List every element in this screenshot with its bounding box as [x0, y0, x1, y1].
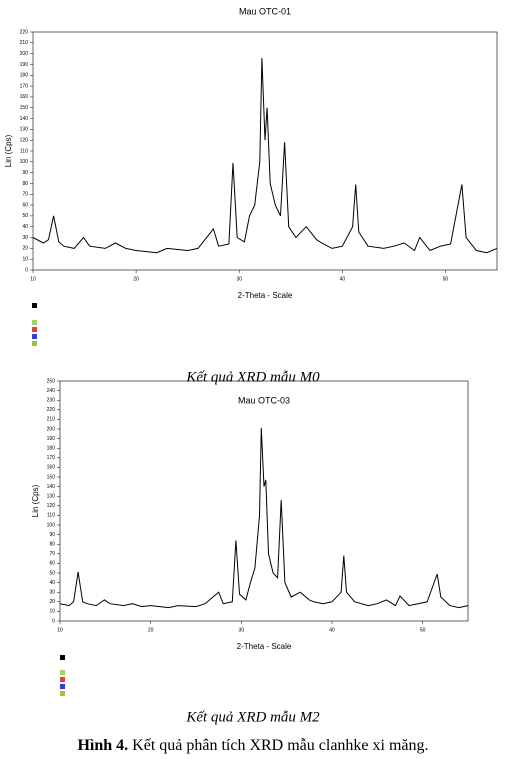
y-tick-label: 140 — [20, 116, 29, 122]
y-tick-label: 50 — [49, 570, 55, 576]
y-axis-title: Lin (Cps) — [31, 484, 40, 517]
x-tick-label: 10 — [30, 276, 36, 282]
x-tick-label: 50 — [420, 627, 426, 633]
y-axis-title: Lin (Cps) — [4, 134, 13, 167]
y-tick-label: 120 — [47, 503, 56, 509]
y-tick-label: 220 — [47, 407, 56, 413]
chart-title: Mau OTC-01 — [239, 6, 291, 16]
y-tick-label: 30 — [49, 590, 55, 596]
figure-caption: Hình 4. Kết quả phân tích XRD mẫu clanhk… — [77, 737, 428, 754]
diffraction-line — [32, 57, 498, 254]
y-tick-label: 200 — [20, 51, 29, 57]
caption: Kết quả XRD mẫu M2 — [185, 709, 320, 725]
figure-text: Kết quả phân tích XRD mẫu clanhke xi măn… — [132, 737, 428, 754]
x-tick-label: 20 — [133, 276, 139, 282]
y-tick-label: 70 — [49, 551, 55, 557]
plot-frame — [32, 31, 498, 271]
x-tick-label: 10 — [57, 627, 63, 633]
y-tick-label: 130 — [20, 127, 29, 133]
chart-title: Mau OTC-03 — [238, 395, 290, 405]
y-tick-label: 10 — [22, 257, 28, 263]
x-axis-title: 2-Theta - Scale — [238, 291, 293, 300]
y-tick-label: 30 — [22, 235, 28, 241]
x-tick-label: 40 — [329, 627, 335, 633]
y-tick-label: 80 — [49, 542, 55, 548]
y-tick-label: 50 — [22, 213, 28, 219]
plot-frame — [59, 380, 469, 622]
y-tick-label: 150 — [47, 474, 56, 480]
y-tick-label: 240 — [47, 388, 56, 394]
y-tick-label: 190 — [20, 62, 29, 68]
legend-boxes — [32, 303, 65, 696]
y-tick-label: 90 — [49, 532, 55, 538]
x-axis-title: 2-Theta - Scale — [237, 642, 292, 651]
y-tick-label: 0 — [52, 618, 55, 624]
y-tick-label: 220 — [20, 29, 29, 35]
y-tick-label: 90 — [22, 170, 28, 176]
y-tick-label: 180 — [47, 446, 56, 452]
y-tick-label: 20 — [22, 246, 28, 252]
x-tick-label: 20 — [148, 627, 154, 633]
y-tick-label: 60 — [22, 202, 28, 208]
y-tick-label: 120 — [20, 138, 29, 144]
y-tick-label: 230 — [47, 398, 56, 404]
y-tick-label: 130 — [47, 494, 56, 500]
y-tick-label: 80 — [22, 181, 28, 187]
y-tick-label: 170 — [20, 83, 29, 89]
caption: Kết quả XRD mẫu M0 — [185, 369, 320, 385]
y-tick-label: 180 — [20, 73, 29, 79]
x-tick-label: 50 — [443, 276, 449, 282]
y-tick-label: 70 — [22, 192, 28, 198]
y-tick-label: 160 — [20, 94, 29, 100]
y-tick-label: 140 — [47, 484, 56, 490]
y-tick-label: 200 — [47, 426, 56, 432]
y-tick-label: 100 — [47, 522, 56, 528]
x-tick-label: 30 — [239, 627, 245, 633]
y-tick-label: 100 — [20, 159, 29, 165]
y-tick-label: 190 — [47, 436, 56, 442]
y-tick-label: 160 — [47, 465, 56, 471]
figure-label: Hình 4. — [77, 737, 128, 754]
y-tick-label: 210 — [20, 40, 29, 46]
y-tick-label: 40 — [49, 580, 55, 586]
y-tick-label: 250 — [47, 378, 56, 384]
y-tick-label: 40 — [22, 224, 28, 230]
y-tick-label: 10 — [49, 609, 55, 615]
y-tick-label: 210 — [47, 417, 56, 423]
y-tick-label: 60 — [49, 561, 55, 567]
y-tick-label: 0 — [25, 267, 28, 273]
x-tick-label: 40 — [340, 276, 346, 282]
y-tick-label: 110 — [47, 513, 55, 519]
y-tick-label: 110 — [20, 148, 28, 154]
x-tick-label: 30 — [236, 276, 242, 282]
y-tick-label: 20 — [49, 599, 55, 605]
diffraction-line — [59, 427, 469, 609]
y-tick-label: 170 — [47, 455, 56, 461]
y-tick-label: 150 — [20, 105, 29, 111]
